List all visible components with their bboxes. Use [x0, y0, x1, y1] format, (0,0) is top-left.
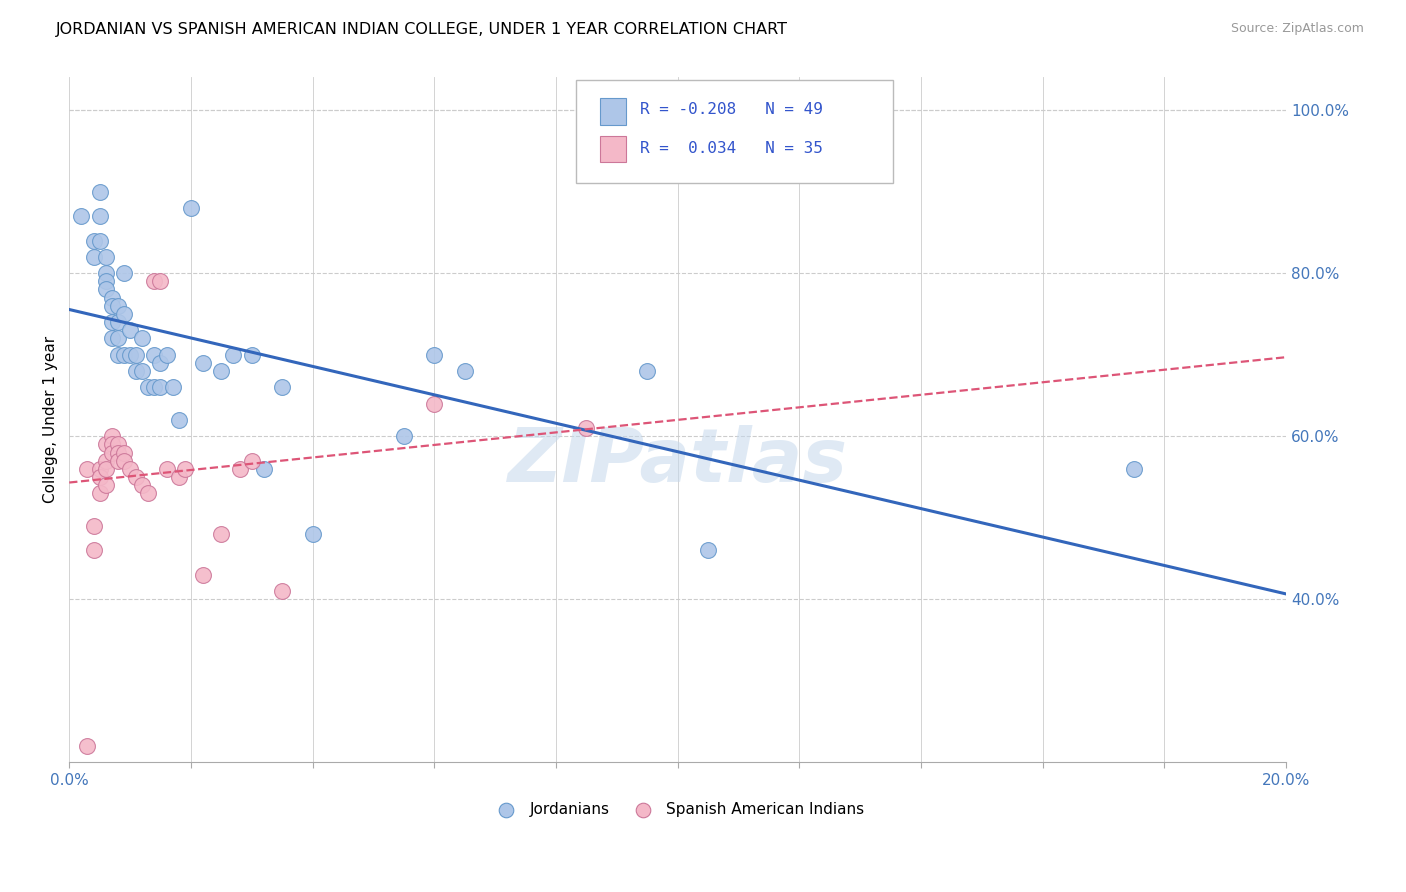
- Point: [697, 543, 720, 558]
- Point: [191, 567, 214, 582]
- Point: [180, 201, 202, 215]
- Point: [94, 462, 117, 476]
- Point: [107, 331, 129, 345]
- Point: [83, 519, 105, 533]
- Point: [271, 584, 294, 599]
- Point: [89, 462, 111, 476]
- Point: [575, 421, 598, 435]
- Point: [120, 323, 142, 337]
- Point: [94, 437, 117, 451]
- Point: [149, 274, 172, 288]
- Point: [131, 331, 153, 345]
- Point: [89, 209, 111, 223]
- Point: [155, 348, 177, 362]
- Point: [240, 348, 263, 362]
- Point: [167, 470, 190, 484]
- Point: [149, 356, 172, 370]
- Point: [112, 307, 135, 321]
- Point: [120, 462, 142, 476]
- Point: [1122, 462, 1144, 476]
- Point: [162, 380, 184, 394]
- Point: [94, 274, 117, 288]
- Point: [112, 445, 135, 459]
- Point: [191, 356, 214, 370]
- Point: [209, 364, 232, 378]
- Point: [253, 462, 276, 476]
- Text: R =  0.034   N = 35: R = 0.034 N = 35: [640, 142, 823, 156]
- Point: [173, 462, 195, 476]
- Point: [222, 348, 245, 362]
- Point: [83, 250, 105, 264]
- Point: [131, 478, 153, 492]
- Text: JORDANIAN VS SPANISH AMERICAN INDIAN COLLEGE, UNDER 1 YEAR CORRELATION CHART: JORDANIAN VS SPANISH AMERICAN INDIAN COL…: [56, 22, 789, 37]
- Point: [83, 543, 105, 558]
- Point: [209, 527, 232, 541]
- Point: [107, 299, 129, 313]
- Point: [94, 250, 117, 264]
- Point: [271, 380, 294, 394]
- Point: [636, 364, 658, 378]
- Point: [143, 380, 166, 394]
- Point: [143, 348, 166, 362]
- Text: Source: ZipAtlas.com: Source: ZipAtlas.com: [1230, 22, 1364, 36]
- Point: [94, 266, 117, 280]
- Point: [101, 331, 124, 345]
- Point: [143, 274, 166, 288]
- Point: [107, 315, 129, 329]
- Point: [94, 453, 117, 467]
- Point: [107, 348, 129, 362]
- Point: [94, 283, 117, 297]
- Point: [125, 470, 148, 484]
- Point: [101, 437, 124, 451]
- Legend: Jordanians, Spanish American Indians: Jordanians, Spanish American Indians: [485, 796, 870, 823]
- Point: [423, 396, 446, 410]
- Point: [107, 445, 129, 459]
- Point: [83, 234, 105, 248]
- Point: [101, 299, 124, 313]
- Text: ZIPatlas: ZIPatlas: [508, 425, 848, 498]
- Point: [89, 234, 111, 248]
- Point: [107, 437, 129, 451]
- Point: [94, 478, 117, 492]
- Point: [89, 470, 111, 484]
- Point: [228, 462, 250, 476]
- Point: [453, 364, 475, 378]
- Point: [76, 462, 98, 476]
- Point: [423, 348, 446, 362]
- Point: [125, 348, 148, 362]
- Point: [125, 364, 148, 378]
- Point: [101, 315, 124, 329]
- Point: [131, 364, 153, 378]
- Y-axis label: College, Under 1 year: College, Under 1 year: [44, 336, 58, 503]
- Point: [70, 209, 93, 223]
- Point: [136, 486, 159, 500]
- Point: [101, 291, 124, 305]
- Point: [101, 429, 124, 443]
- Point: [240, 453, 263, 467]
- Point: [301, 527, 323, 541]
- Point: [112, 266, 135, 280]
- Point: [167, 413, 190, 427]
- Point: [392, 429, 415, 443]
- Point: [76, 739, 98, 753]
- Point: [120, 348, 142, 362]
- Point: [155, 462, 177, 476]
- Point: [101, 445, 124, 459]
- Point: [89, 486, 111, 500]
- Text: R = -0.208   N = 49: R = -0.208 N = 49: [640, 103, 823, 117]
- Point: [112, 348, 135, 362]
- Point: [136, 380, 159, 394]
- Point: [107, 453, 129, 467]
- Point: [112, 453, 135, 467]
- Point: [149, 380, 172, 394]
- Point: [89, 185, 111, 199]
